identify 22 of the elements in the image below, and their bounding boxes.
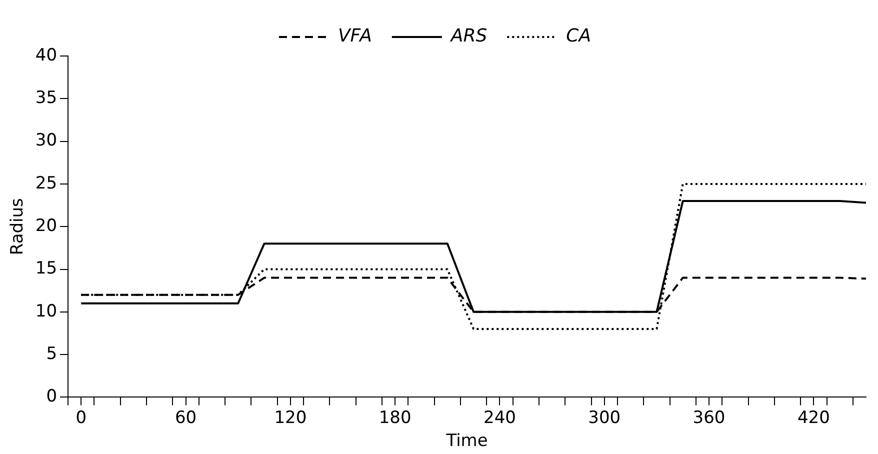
x-tick-label: 240 xyxy=(483,408,516,428)
x-tick-label: 180 xyxy=(378,408,412,428)
legend-label: CA xyxy=(566,26,592,47)
y-tick-label: 30 xyxy=(35,130,58,151)
x-tick-label: 120 xyxy=(274,408,307,428)
y-tick-label: 0 xyxy=(46,386,58,407)
x-tick-label: 420 xyxy=(797,408,830,428)
x-tick-label: 300 xyxy=(588,408,621,428)
y-tick-label: 40 xyxy=(35,45,58,66)
y-tick-label: 10 xyxy=(35,301,58,322)
y-tick-label: 5 xyxy=(46,344,58,364)
y-tick-label: 20 xyxy=(35,216,58,236)
legend-label: VFA xyxy=(338,26,372,47)
y-tick-label: 25 xyxy=(35,173,58,194)
x-tick-label: 0 xyxy=(76,408,87,428)
y-axis-title: Radius xyxy=(8,198,28,256)
x-axis-title: Time xyxy=(445,431,488,452)
y-tick-label: 35 xyxy=(35,88,58,108)
y-tick-label: 15 xyxy=(35,258,58,279)
x-tick-label: 60 xyxy=(174,408,197,428)
legend-label: ARS xyxy=(450,26,488,47)
x-tick-label: 360 xyxy=(692,408,726,428)
